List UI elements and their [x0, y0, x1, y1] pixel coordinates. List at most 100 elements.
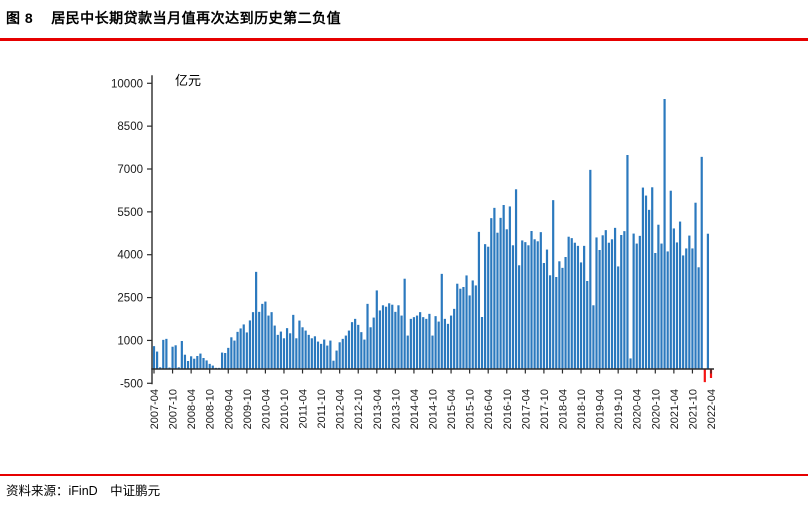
bar	[282, 338, 286, 369]
bar	[230, 337, 233, 369]
bar	[406, 335, 409, 369]
bar	[644, 195, 648, 369]
bar	[344, 335, 347, 369]
bar	[484, 244, 487, 369]
bar	[617, 266, 620, 369]
bar	[391, 304, 394, 369]
bar	[292, 314, 295, 369]
bar	[347, 330, 351, 369]
bar	[626, 155, 629, 369]
bar	[459, 288, 462, 369]
bar	[251, 312, 255, 369]
x-tick-label: 2011-10	[316, 389, 328, 429]
bar	[313, 336, 317, 369]
bar	[320, 343, 323, 369]
x-tick-label: 2012-04	[335, 389, 347, 429]
bar	[604, 230, 607, 369]
x-tick-label: 2017-04	[520, 389, 532, 429]
x-tick-label: 2008-04	[186, 389, 198, 429]
bar	[316, 341, 320, 369]
bar	[171, 346, 174, 369]
bar	[279, 331, 282, 369]
bar	[583, 245, 586, 369]
bar	[573, 242, 576, 369]
bar	[236, 331, 239, 369]
bar	[521, 240, 524, 369]
bar	[453, 308, 456, 369]
bar	[635, 243, 638, 369]
bar	[595, 237, 598, 369]
bar	[360, 332, 363, 369]
y-tick-label: 10000	[111, 78, 143, 90]
bar	[446, 323, 450, 369]
bar	[208, 363, 211, 369]
x-tick-label: 2012-10	[353, 389, 365, 429]
top-divider-rule	[0, 38, 808, 41]
x-tick-label: 2015-10	[465, 389, 477, 429]
x-tick-label: 2016-04	[483, 389, 495, 429]
bar	[248, 320, 252, 369]
bar	[623, 231, 626, 369]
bar	[397, 305, 400, 369]
bar	[326, 345, 329, 369]
x-tick-label: 2017-10	[539, 389, 551, 429]
x-tick-label: 2016-10	[502, 389, 514, 429]
figure-title: 居民中长期贷款当月值再次达到历史第二负值	[51, 10, 342, 26]
bar	[341, 338, 344, 369]
bar	[669, 190, 672, 369]
bar	[412, 317, 416, 369]
bar	[378, 310, 381, 369]
bar	[329, 340, 332, 369]
bar	[514, 189, 518, 369]
bar	[258, 311, 261, 369]
y-tick-label: 8500	[117, 121, 143, 133]
bar	[431, 335, 434, 369]
bar	[555, 277, 558, 369]
bar	[629, 358, 632, 369]
bar	[159, 367, 162, 369]
x-tick-label: 2019-04	[595, 389, 607, 429]
bar	[332, 360, 335, 369]
bar	[592, 305, 595, 369]
bar	[456, 283, 459, 369]
bar	[474, 285, 477, 369]
bar	[570, 238, 573, 369]
bar	[443, 318, 446, 369]
bar	[468, 295, 471, 369]
bar	[477, 231, 481, 369]
bar	[567, 236, 570, 369]
bar	[589, 169, 592, 369]
bar	[276, 334, 279, 369]
bar	[205, 360, 208, 369]
bar	[688, 235, 691, 369]
bar	[542, 263, 545, 369]
bar	[363, 339, 366, 369]
bar	[666, 251, 669, 369]
bar	[465, 275, 468, 369]
bar	[369, 327, 372, 369]
bar	[437, 321, 440, 369]
x-tick-label: 2020-10	[650, 389, 662, 429]
bar	[242, 324, 245, 369]
bar	[239, 328, 242, 369]
bar	[632, 233, 635, 369]
bar	[561, 267, 564, 369]
bar	[651, 187, 654, 369]
bar	[273, 325, 276, 369]
bar	[440, 273, 443, 369]
bar	[672, 228, 675, 369]
bar	[691, 248, 694, 369]
bar	[434, 316, 437, 369]
bar	[152, 346, 156, 369]
bar	[193, 358, 196, 369]
unit-label: 亿元	[175, 73, 201, 88]
bar	[285, 328, 289, 369]
bar	[310, 338, 313, 369]
bar	[307, 334, 310, 369]
y-tick-label: 2500	[117, 293, 143, 305]
x-tick-label: 2021-04	[669, 389, 681, 429]
bar	[261, 303, 264, 369]
y-tick-label: -500	[120, 378, 143, 390]
